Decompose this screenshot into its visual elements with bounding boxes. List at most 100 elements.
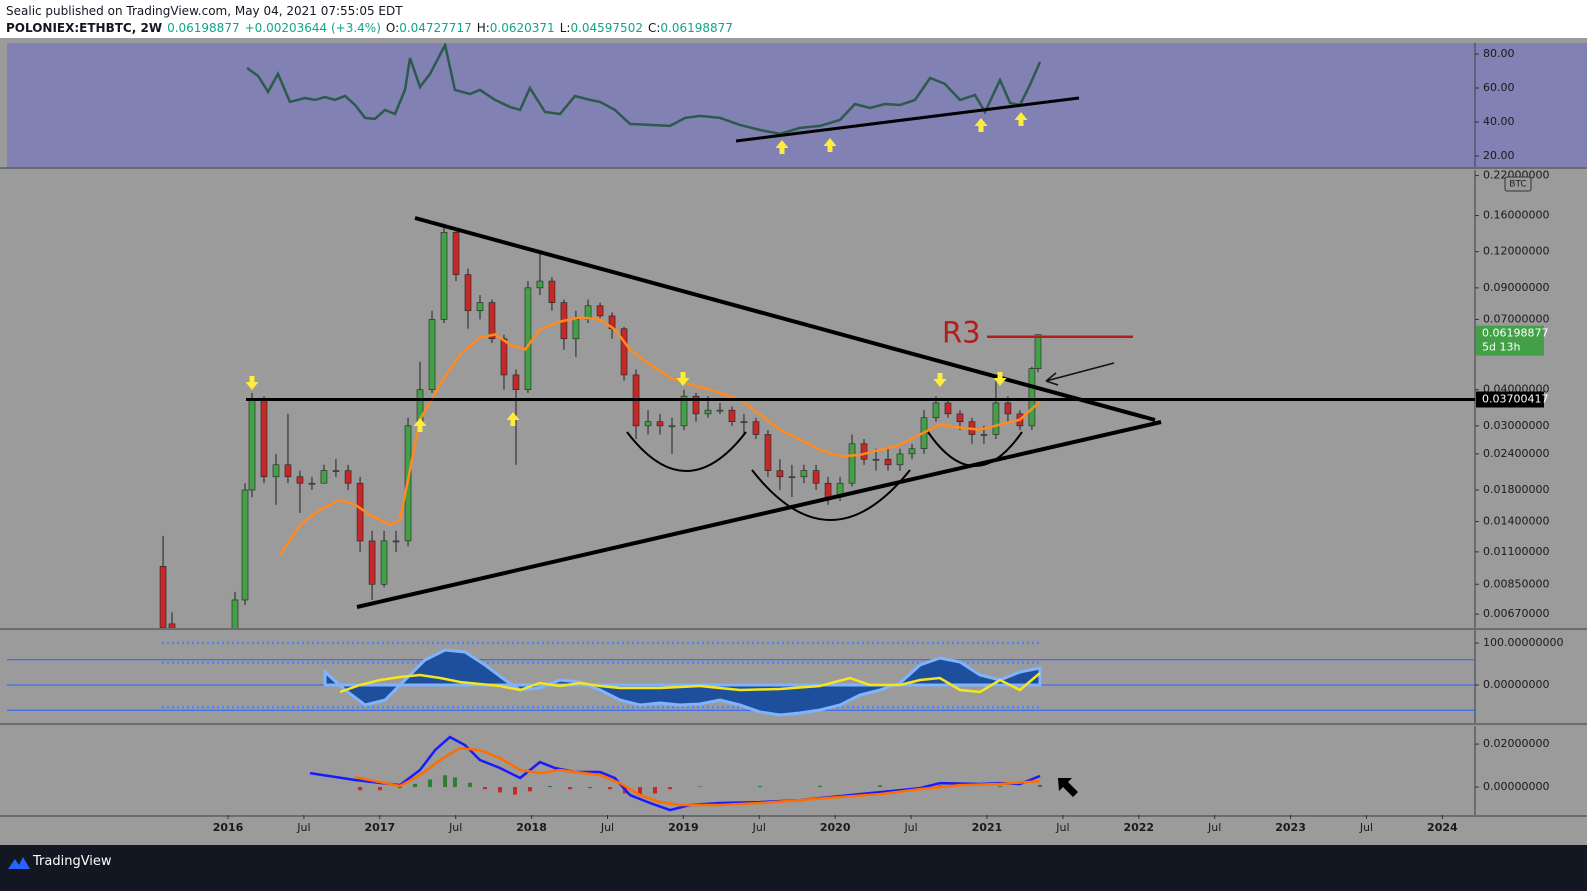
high-value: 0.0620371 <box>489 21 555 35</box>
candle-body <box>704 409 712 415</box>
change: +0.00203644 (+3.4%) <box>244 21 381 35</box>
candle-body <box>908 448 916 455</box>
candle-body <box>668 425 676 428</box>
candle-body <box>596 305 604 317</box>
yellow-arrow <box>974 118 988 132</box>
annotation: R3 <box>942 316 981 350</box>
header: Sealic published on TradingView.com, May… <box>0 0 1587 38</box>
x-tick-label: Jul <box>752 821 766 834</box>
histogram-bar <box>513 787 518 795</box>
histogram-bar <box>547 785 552 788</box>
x-tick-label: 2016 <box>213 821 244 834</box>
yellow-arrow <box>506 412 520 426</box>
symbol-line: POLONIEX:ETHBTC, 2W 0.06198877 +0.002036… <box>6 21 733 35</box>
candle-body <box>728 409 736 423</box>
y-tick-label: 0.01100000 <box>1483 545 1549 558</box>
plot <box>309 735 1042 812</box>
candle-body <box>680 395 688 427</box>
x-tick-label: 2021 <box>972 821 1003 834</box>
candle-body <box>380 540 388 585</box>
candle-body <box>716 409 724 412</box>
yellow-arrow <box>676 372 690 386</box>
histogram-bar <box>668 787 673 790</box>
candle-body <box>692 395 700 415</box>
line <box>339 672 1041 694</box>
y-tick-label: 0.00850000 <box>1483 577 1549 590</box>
candle-body <box>800 470 808 478</box>
histogram-bar <box>758 785 763 788</box>
candle-body <box>284 464 292 478</box>
y-tick-label: 0.03000000 <box>1483 419 1549 432</box>
candle-body <box>992 402 1000 435</box>
y-tick-label: 0.09000000 <box>1483 281 1549 294</box>
candle-body <box>812 470 820 484</box>
candle-body <box>476 302 484 312</box>
currency-box <box>1504 176 1532 192</box>
close-value: 0.06198877 <box>660 21 733 35</box>
x-tick-label: Jul <box>296 821 310 834</box>
y-tick-label: 0.00000000 <box>1483 780 1549 793</box>
x-tick-label: 2019 <box>668 821 699 834</box>
candle-body <box>524 287 532 391</box>
candle-body <box>1028 368 1036 427</box>
yellow-arrow <box>823 138 837 152</box>
histogram-bar <box>428 779 433 788</box>
candle-body <box>452 232 460 275</box>
arc <box>626 431 747 472</box>
candle-body <box>740 421 748 424</box>
candle-body <box>656 421 664 427</box>
y-tick-label: 0.00000000 <box>1483 678 1549 691</box>
candle-body <box>1004 402 1012 415</box>
x-tick-label: 2024 <box>1427 821 1458 834</box>
y-tick-label: 0.02000000 <box>1483 737 1549 750</box>
candle-body <box>308 482 316 485</box>
price-tag-value: 0.06198877 <box>1482 327 1548 340</box>
candle-body <box>932 402 940 419</box>
axis-background <box>1475 630 1587 723</box>
candle-body <box>356 482 364 542</box>
axis-background <box>1475 726 1587 815</box>
panel-background <box>7 726 1475 815</box>
line <box>279 316 1041 556</box>
trendline <box>356 420 1162 609</box>
candle-body <box>644 421 652 427</box>
author-line: Sealic published on TradingView.com, May… <box>6 4 403 18</box>
line <box>246 43 1042 136</box>
yellow-arrow <box>933 373 947 387</box>
candle-body <box>488 302 496 340</box>
line <box>309 735 1041 812</box>
last-price: 0.06198877 <box>167 21 240 35</box>
histogram-bar <box>998 786 1003 788</box>
price-tag <box>1476 325 1544 356</box>
y-tick-label: 0.22000000 <box>1483 169 1549 182</box>
panel-background <box>7 630 1475 723</box>
candle-body <box>231 599 239 628</box>
histogram-bar <box>607 787 612 790</box>
plot <box>246 43 1042 136</box>
y-tick-label: 40.00 <box>1483 115 1515 128</box>
logo <box>8 857 30 869</box>
x-tick-label: Jul <box>903 821 917 834</box>
plot <box>7 641 1475 717</box>
axis-strip <box>0 815 1587 845</box>
pointer-arrow <box>1045 362 1115 386</box>
y-tick-label: 60.00 <box>1483 81 1515 94</box>
histogram-bar <box>397 787 402 789</box>
yellow-arrow <box>245 376 259 390</box>
candle-body <box>260 399 268 478</box>
candle-body <box>548 280 556 303</box>
low-value: 0.04597502 <box>570 21 643 35</box>
y-tick-label: 0.01400000 <box>1483 515 1549 528</box>
candle-body <box>248 399 256 491</box>
open-label: O: <box>385 21 400 35</box>
x-tick-label: Jul <box>1359 821 1373 834</box>
high-label: H: <box>476 21 490 35</box>
line <box>354 746 1041 807</box>
axis-background <box>1475 43 1587 167</box>
arc <box>751 469 911 521</box>
candle-body <box>896 453 904 466</box>
plot <box>159 223 1042 628</box>
histogram-bar <box>568 787 573 790</box>
candle-body <box>440 232 448 320</box>
